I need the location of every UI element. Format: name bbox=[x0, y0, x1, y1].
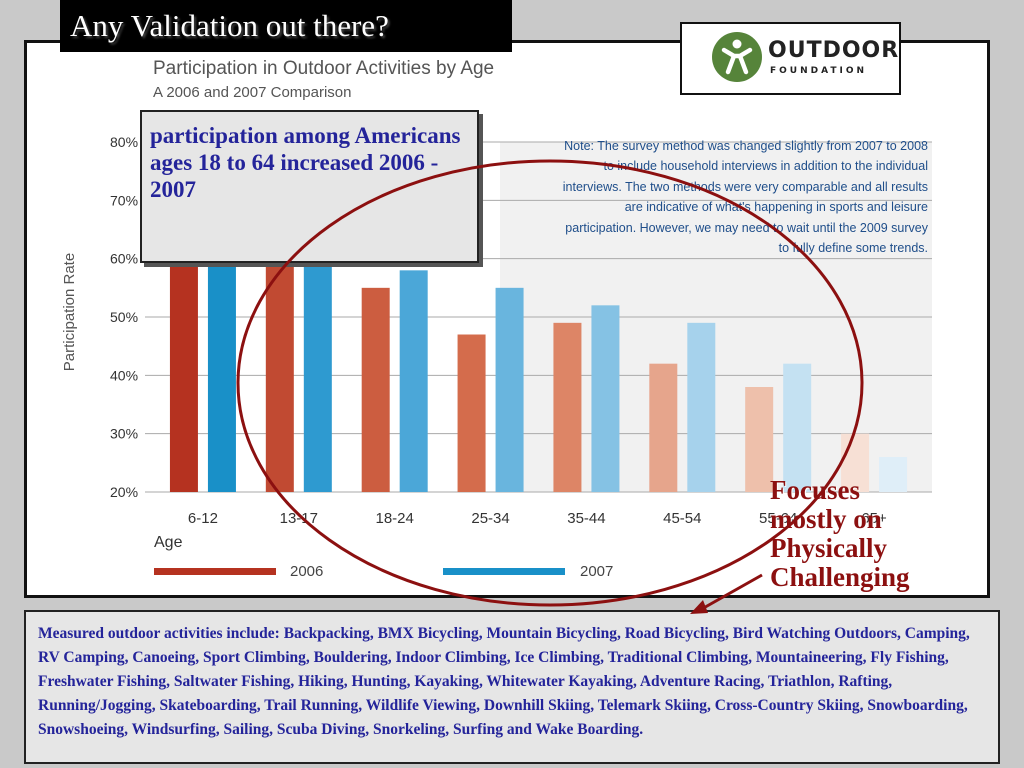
y-tick-label: 30% bbox=[110, 426, 138, 442]
x-tick-label: 45-54 bbox=[663, 510, 701, 527]
legend-swatch-2007 bbox=[443, 568, 565, 575]
x-tick-label: 65+ bbox=[861, 510, 887, 527]
x-tick-label: 18-24 bbox=[376, 510, 414, 527]
bar-2006-55-64 bbox=[745, 387, 774, 492]
y-tick-label: 70% bbox=[110, 192, 138, 208]
legend-swatch-2006 bbox=[154, 568, 276, 575]
bar-2007-35-44 bbox=[591, 305, 620, 492]
slide-title: Any Validation out there? bbox=[60, 0, 512, 52]
bar-2007-65+ bbox=[879, 457, 908, 492]
bar-2007-55-64 bbox=[783, 363, 812, 492]
legend: 2006 2007 bbox=[154, 563, 613, 580]
y-tick-label: 60% bbox=[110, 251, 138, 267]
y-tick-label: 20% bbox=[110, 484, 138, 500]
bar-2006-25-34 bbox=[457, 334, 486, 492]
bar-2006-45-54 bbox=[649, 363, 678, 492]
outdoor-foundation-logo: OUTDOOR FOUNDATION bbox=[680, 22, 901, 95]
y-tick-label: 50% bbox=[110, 309, 138, 325]
bar-2006-35-44 bbox=[553, 322, 582, 492]
bar-2006-18-24 bbox=[361, 287, 390, 492]
bar-2007-18-24 bbox=[399, 270, 428, 492]
logo-line1: OUTDOOR bbox=[768, 38, 900, 63]
activities-box: Measured outdoor activities include: Bac… bbox=[24, 610, 1000, 764]
logo-line2: FOUNDATION bbox=[770, 66, 868, 76]
chart-subtitle: A 2006 and 2007 Comparison bbox=[153, 84, 352, 101]
callout-box: participation among Americans ages 18 to… bbox=[140, 110, 479, 263]
legend-label-2007: 2007 bbox=[580, 563, 613, 580]
x-tick-label: 35-44 bbox=[567, 510, 605, 527]
chart-title: Participation in Outdoor Activities by A… bbox=[153, 58, 495, 79]
callout-text: participation among Americans ages 18 to… bbox=[150, 123, 461, 202]
y-tick-label: 80% bbox=[110, 134, 138, 150]
x-tick-label: 13-17 bbox=[280, 510, 318, 527]
x-tick-label: 25-34 bbox=[471, 510, 509, 527]
chart-note: Note: The survey method was changed slig… bbox=[562, 139, 928, 256]
activities-text: Measured outdoor activities include: Bac… bbox=[38, 625, 970, 738]
bar-2007-45-54 bbox=[687, 322, 716, 492]
figure-logo-icon bbox=[712, 32, 762, 82]
y-axis-label: Participation Rate bbox=[61, 253, 78, 371]
y-tick-label: 40% bbox=[110, 367, 138, 383]
x-axis-label: Age bbox=[154, 534, 183, 551]
bar-2007-25-34 bbox=[495, 287, 524, 492]
legend-label-2006: 2006 bbox=[290, 563, 323, 580]
x-tick-label: 6-12 bbox=[188, 510, 218, 527]
focus-annotation: Focuses mostly on Physically Challenging bbox=[770, 475, 910, 592]
